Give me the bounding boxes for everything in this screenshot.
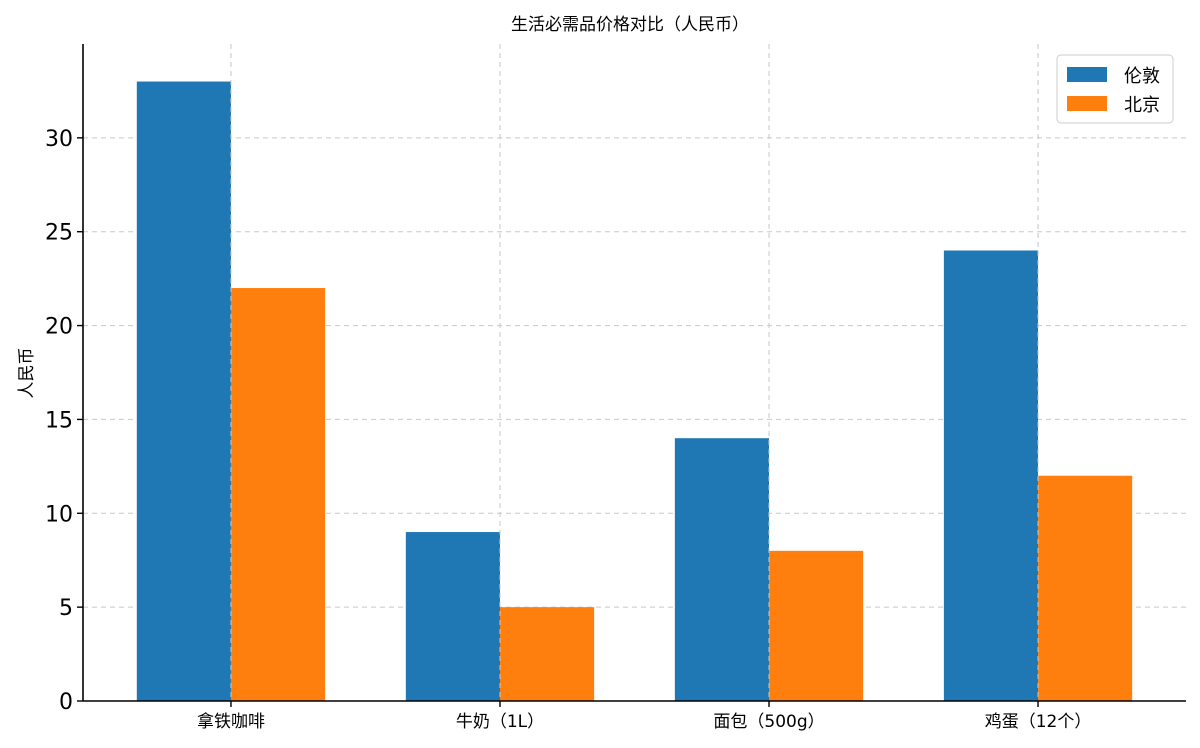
y-tick-label: 15 [45, 408, 73, 433]
x-tick-label: 牛奶（1L） [456, 712, 544, 732]
bar-beijing [499, 607, 595, 701]
x-tick-label: 面包（500g） [713, 712, 824, 732]
y-tick-label: 30 [45, 127, 73, 152]
bar-beijing [769, 550, 864, 701]
legend-label: 北京 [1124, 95, 1160, 116]
bar-london [674, 438, 770, 701]
labels-layer: 生活必需品价格对比（人民币） 人民币 [17, 15, 749, 399]
axes-layer: 0 5 10 15 20 25 30 拿铁咖啡 牛奶（1L） 面包（500g） 鸡蛋（12个） [45, 44, 1186, 732]
x-tick-label: 拿铁咖啡 [197, 711, 265, 732]
bar-london [136, 81, 231, 702]
legend-label: 伦敦 [1124, 66, 1160, 87]
y-tick-label: 20 [45, 315, 73, 340]
bar-beijing [1038, 475, 1133, 701]
y-tick-label: 5 [59, 596, 73, 621]
bar-london [405, 532, 500, 701]
bar-london [943, 250, 1039, 701]
y-tick-label: 10 [45, 502, 73, 527]
y-axis-title: 人民币 [17, 348, 37, 399]
y-tick-label: 0 [59, 690, 73, 715]
chart-title: 生活必需品价格对比（人民币） [511, 15, 749, 35]
x-tick-label: 鸡蛋（12个） [985, 712, 1092, 732]
legend-swatch [1067, 96, 1107, 111]
legend-swatch [1067, 67, 1107, 82]
bars-layer [136, 44, 1133, 702]
bar-beijing [230, 288, 326, 701]
y-tick-label: 25 [45, 221, 73, 246]
